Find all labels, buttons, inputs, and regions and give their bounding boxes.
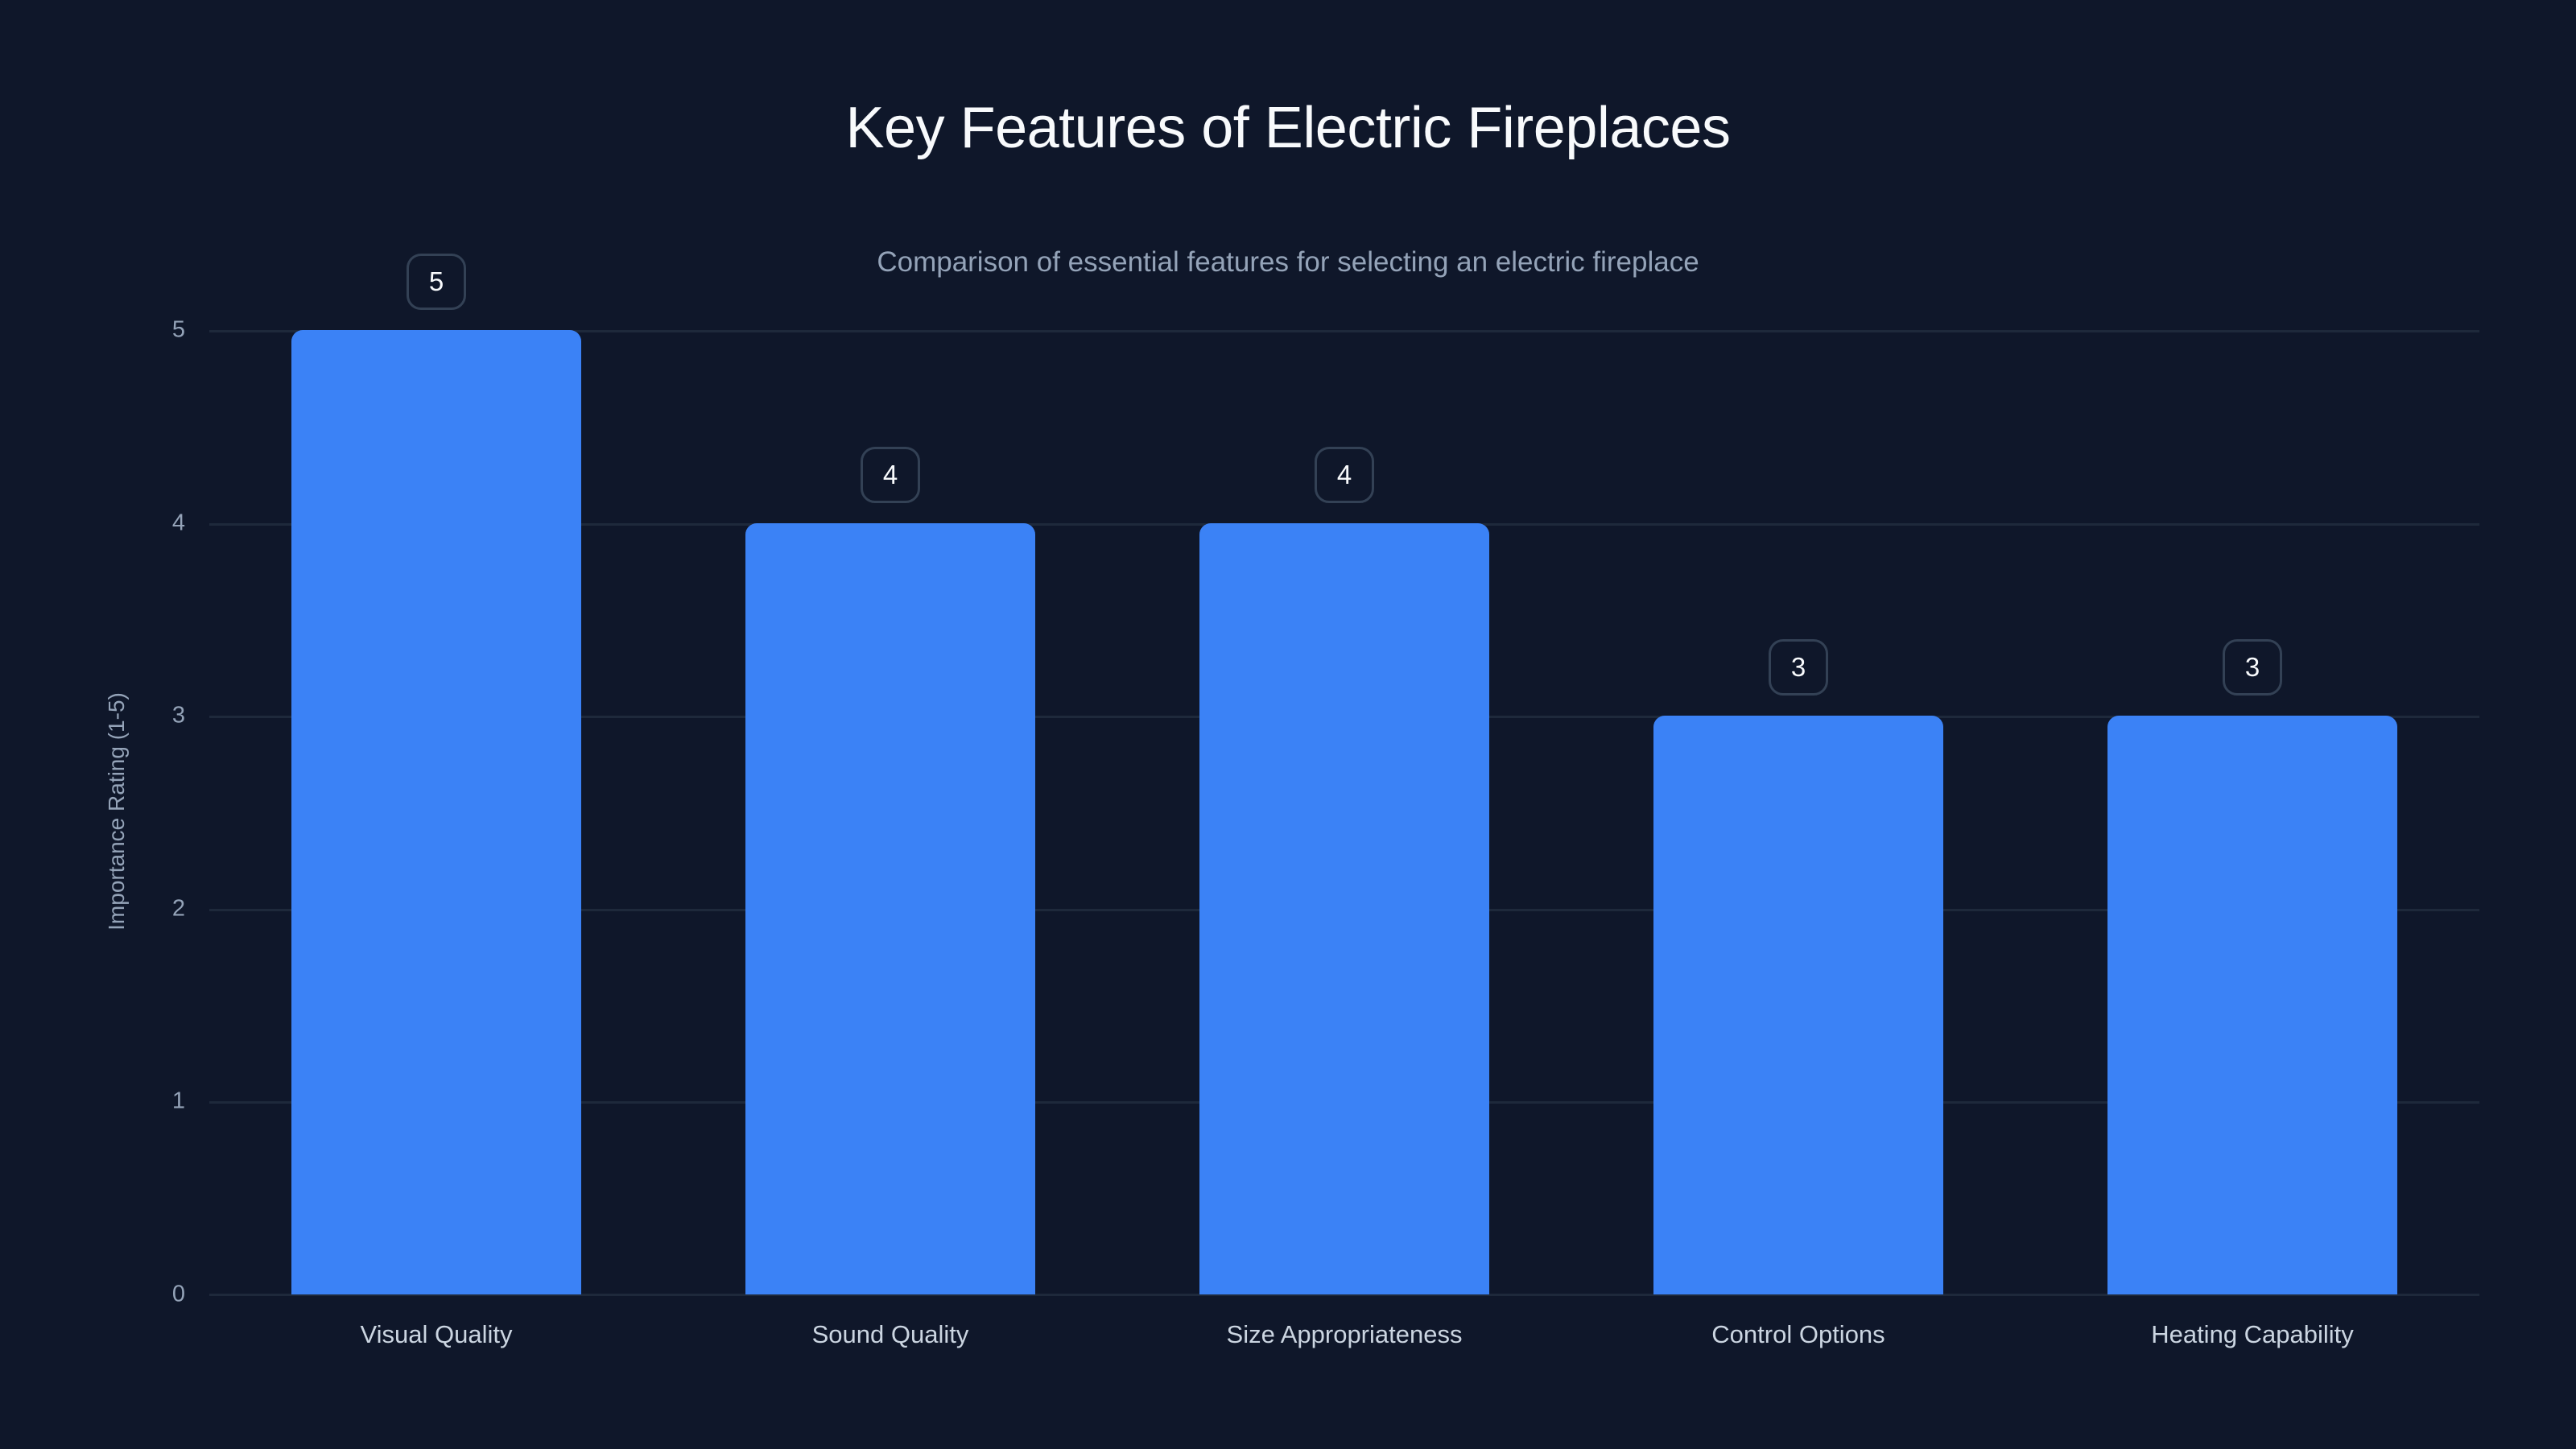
value-badge-sound-quality: 4 bbox=[861, 447, 920, 503]
gridline-5 bbox=[209, 330, 2479, 332]
y-axis-title: Importance Rating (1-5) bbox=[104, 692, 129, 931]
gridline-0 bbox=[209, 1294, 2479, 1296]
y-tick-5: 5 bbox=[171, 316, 185, 343]
bar-size-appropriateness bbox=[1199, 523, 1489, 1294]
x-label-sound-quality: Sound Quality bbox=[811, 1320, 969, 1348]
x-label-heating-capability: Heating Capability bbox=[2151, 1320, 2354, 1348]
bar-visual-quality bbox=[291, 330, 581, 1294]
value-badge-visual-quality: 5 bbox=[407, 254, 466, 310]
y-tick-1: 1 bbox=[171, 1088, 185, 1114]
x-label-control-options: Control Options bbox=[1711, 1320, 1885, 1348]
x-label-size-appropriateness: Size Appropriateness bbox=[1226, 1320, 1463, 1348]
y-tick-4: 4 bbox=[171, 510, 185, 536]
bar-heating-capability bbox=[2107, 716, 2397, 1294]
chart-title: Key Features of Electric Fireplaces bbox=[845, 96, 1731, 160]
value-badge-control-options: 3 bbox=[1769, 639, 1828, 696]
bar-control-options bbox=[1653, 716, 1943, 1294]
y-tick-3: 3 bbox=[171, 702, 185, 729]
plot-area: 5 4 3 2 1 0 5 4 4 3 3 Visual Quality Sou… bbox=[172, 254, 2479, 1348]
bar-sound-quality bbox=[745, 523, 1035, 1294]
x-label-visual-quality: Visual Quality bbox=[360, 1320, 513, 1348]
y-tick-0: 0 bbox=[171, 1281, 185, 1307]
value-badge-heating-capability: 3 bbox=[2223, 639, 2282, 696]
y-tick-2: 2 bbox=[171, 895, 185, 922]
chart-subtitle: Comparison of essential features for sel… bbox=[877, 246, 1699, 278]
value-badge-size-appropriateness: 4 bbox=[1315, 447, 1374, 503]
